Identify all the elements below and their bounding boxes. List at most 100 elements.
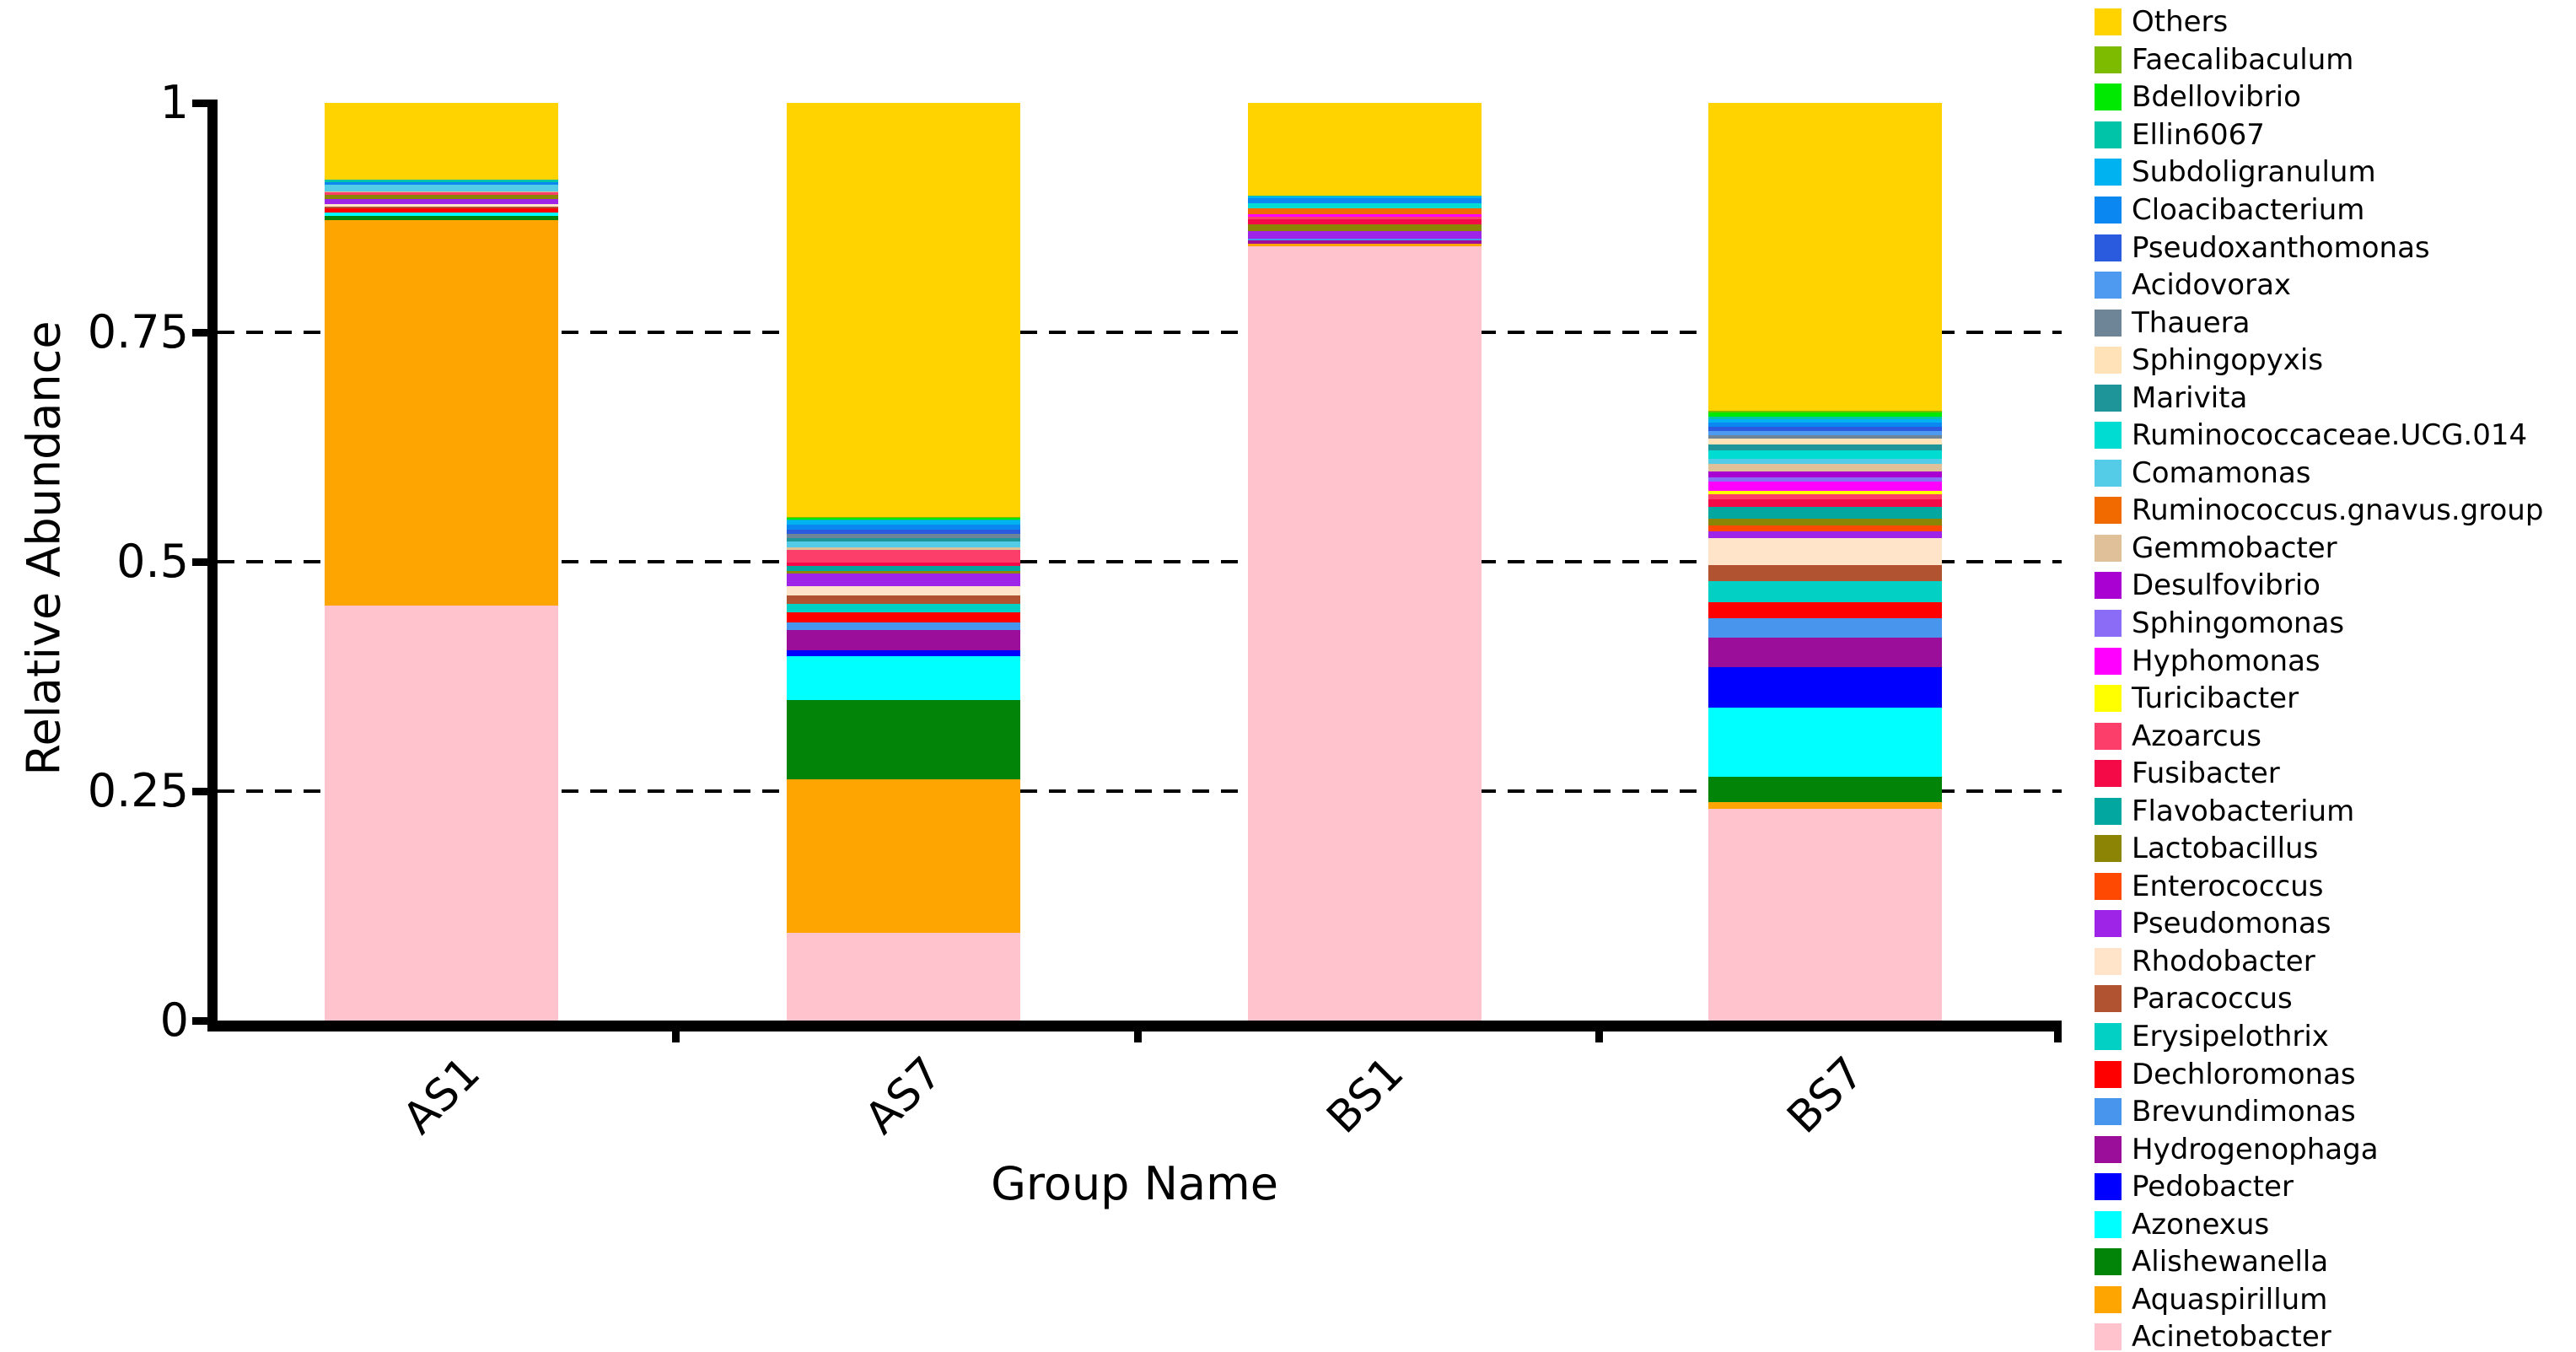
legend-label: Dechloromonas [2132, 1057, 2356, 1091]
bar-segment-Cloacibacterium [1248, 198, 1482, 203]
legend-swatch-icon [2095, 985, 2122, 1013]
bar-segment-Flavobacterium [787, 565, 1020, 572]
bar-segment-Dechloromonas [325, 208, 558, 213]
bar-segment-Acinetobacter [1708, 809, 1942, 1021]
bar-segment-Fusibacter [1248, 218, 1482, 224]
legend-label: Alishewanella [2132, 1245, 2329, 1279]
legend-item: Hyphomonas [2095, 642, 2543, 680]
legend-label: Ruminococcaceae.UCG.014 [2132, 418, 2528, 453]
bar-segment-Subdoligranulum [1248, 197, 1482, 199]
legend-swatch-icon [2095, 309, 2122, 337]
legend-label: Others [2132, 5, 2229, 40]
bar-AS7 [787, 103, 1020, 1021]
legend-item: Ellin6067 [2095, 116, 2543, 154]
legend-label: Sphingopyxis [2132, 343, 2324, 378]
bar-segment-Hydrogenophaga [787, 630, 1020, 651]
bar-segment-Aquaspirillum [1248, 243, 1482, 246]
legend-label: Acinetobacter [2132, 1320, 2331, 1352]
bar-segment-Rhodobacter [325, 204, 558, 207]
legend-item: Ruminococcus.gnavus.group [2095, 492, 2543, 530]
legend-swatch-icon [2095, 1135, 2122, 1163]
x-tick [1595, 1022, 1603, 1042]
bar-segment-Azonexus [787, 655, 1020, 701]
legend-swatch-icon [2095, 83, 2122, 111]
legend-label: Marivita [2132, 380, 2248, 415]
bar-segment-Cloacibacterium [1708, 422, 1942, 427]
bar-segment-Others [787, 103, 1020, 517]
legend-label: Ruminococcus.gnavus.group [2132, 493, 2544, 528]
bar-segment-Flavobacterium [1708, 507, 1942, 520]
legend-swatch-icon [2095, 422, 2122, 450]
bar-segment-Ruminococcaceae.UCG.014 [1248, 202, 1482, 209]
legend-item: Gemmobacter [2095, 530, 2543, 568]
bar-segment-Thauera [1708, 434, 1942, 439]
x-axis-title: Group Name [991, 1157, 1278, 1210]
legend-swatch-icon [2095, 910, 2122, 938]
gridline [218, 331, 2062, 334]
bar-segment-Lactobacillus [787, 571, 1020, 574]
legend-label: Hyphomonas [2132, 644, 2321, 678]
y-tick [192, 1016, 207, 1025]
legend-item: Acidovorax [2095, 267, 2543, 304]
legend-item: Turicibacter [2095, 680, 2543, 718]
bar-segment-Aquaspirillum [325, 220, 558, 606]
y-tick [192, 557, 207, 566]
bar-segment-Brevundimonas [1708, 617, 1942, 638]
legend-item: Dechloromonas [2095, 1055, 2543, 1093]
bar-segment-Hyphomonas [1708, 482, 1942, 491]
bar-segment-Azoarcus [325, 192, 558, 196]
legend-swatch-icon [2095, 384, 2122, 412]
legend-swatch-icon [2095, 347, 2122, 374]
bar-segment-Pseudoxanthomonas [787, 529, 1020, 534]
bar-segment-Aquaspirillum [787, 778, 1020, 934]
legend-swatch-icon [2095, 1248, 2122, 1276]
legend-swatch-icon [2095, 1098, 2122, 1126]
bar-AS1 [325, 103, 558, 1021]
y-tick-label: 0.5 [116, 535, 189, 588]
legend-label: Azoarcus [2132, 719, 2261, 753]
legend-item: Sphingomonas [2095, 605, 2543, 643]
legend-item: Pseudoxanthomonas [2095, 229, 2543, 267]
bar-segment-Others [1708, 103, 1942, 411]
bar-segment-Lactobacillus [1248, 224, 1482, 232]
bar-segment-Marivita [787, 538, 1020, 541]
legend-label: Subdoligranulum [2132, 155, 2376, 190]
legend-swatch-icon [2095, 534, 2122, 562]
legend-item: Enterococcus [2095, 868, 2543, 906]
bar-BS7 [1708, 103, 1942, 1021]
legend-item: Rhodobacter [2095, 943, 2543, 981]
y-tick [192, 99, 207, 107]
bar-segment-Pseudoxanthomonas [1708, 426, 1942, 431]
legend-swatch-icon [2095, 159, 2122, 186]
bar-segment-Marivita [1708, 444, 1942, 451]
bar-segment-Subdoligranulum [1708, 418, 1942, 423]
bar-segment-Acinetobacter [325, 606, 558, 1021]
x-category-label-AS7: AS7 [855, 1048, 952, 1145]
bar-segment-Hydrogenophaga [1248, 240, 1482, 244]
legend-item: Bdellovibrio [2095, 78, 2543, 116]
legend-swatch-icon [2095, 647, 2122, 675]
bar-segment-Ellin6067 [1708, 417, 1942, 419]
legend-swatch-icon [2095, 835, 2122, 863]
legend: Others Faecalibaculum Bdellovibrio Ellin606… [2095, 3, 2543, 1352]
bar-segment-Lactobacillus [325, 195, 558, 199]
bar-segment-Acinetobacter [787, 933, 1020, 1021]
legend-label: Brevundimonas [2132, 1095, 2356, 1129]
bar-segment-Brevundimonas [787, 622, 1020, 631]
legend-swatch-icon [2095, 1060, 2122, 1088]
legend-label: Enterococcus [2132, 869, 2324, 903]
bar-BS1 [1248, 103, 1482, 1021]
bar-segment-Comamonas [787, 541, 1020, 548]
bar-segment-Sphingomonas [1708, 477, 1942, 482]
legend-item: Others [2095, 3, 2543, 41]
bar-segment-Ellin6067 [325, 180, 558, 183]
legend-label: Flavobacterium [2132, 794, 2355, 828]
legend-label: Pedobacter [2132, 1170, 2294, 1204]
bar-segment-Paracoccus [1708, 564, 1942, 581]
bar-segment-Pseudomonas [787, 573, 1020, 586]
legend-item: Hydrogenophaga [2095, 1130, 2543, 1168]
y-tick-label: 0 [159, 994, 189, 1047]
legend-item: Faecalibaculum [2095, 41, 2543, 79]
bar-segment-Alishewanella [787, 700, 1020, 779]
